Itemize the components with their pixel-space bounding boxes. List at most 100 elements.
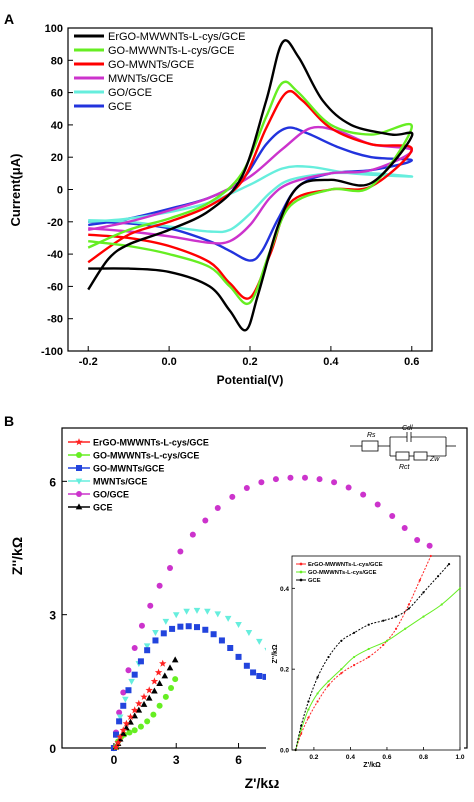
eis-series-go-mwnts-gce (110, 623, 274, 751)
inset-legend-marker (299, 562, 303, 566)
eis-data-point (172, 612, 180, 619)
inset-data-point (458, 587, 462, 590)
eis-data-point (131, 671, 138, 678)
eis-legend-marker (75, 478, 83, 485)
inset-data-point (429, 554, 432, 558)
cv-y-tick-label: -80 (47, 314, 63, 326)
eis-data-point (262, 673, 269, 680)
inset-data-point (382, 643, 385, 647)
eis-data-point (131, 645, 138, 651)
inset-legend-label: GCE (308, 578, 321, 584)
inset-series-lines (294, 554, 462, 752)
eis-data-point (202, 626, 209, 633)
eis-data-point (204, 608, 211, 615)
eis-data-point (302, 474, 308, 481)
eis-data-point (374, 501, 381, 508)
eis-series-ergo-mwwnts-l-cys-gce (112, 659, 167, 751)
cv-legend: ErGO-MWWNTs-L-cys/GCE GO-MWWNTs-L-cys/GCE… (74, 31, 245, 113)
eis-data-point (147, 602, 154, 609)
eis-data-point (258, 479, 265, 486)
cv-x-tick-label: 0.6 (404, 356, 419, 368)
inset-data-point (407, 603, 410, 606)
eis-x-tick-label: 6 (235, 753, 242, 767)
eis-legend-label: MWNTs/GCE (93, 477, 147, 487)
inset-data-point (367, 655, 370, 659)
eis-data-point (245, 630, 253, 637)
inset-legend-marker (299, 570, 303, 574)
eis-data-point (143, 643, 151, 650)
eis-data-point (122, 696, 129, 703)
eis-legend: ErGO-MWWNTs-L-cys/GCE GO-MWWNTs-L-cys/GCE… (68, 438, 209, 513)
eis-x-tick-label: 3 (173, 753, 180, 767)
inset-legend-marker (299, 578, 303, 582)
eis-data-point (256, 673, 263, 679)
circuit-label-cdl: Cdl (402, 425, 413, 432)
inset-data-point (440, 603, 443, 606)
inset-data-point (316, 700, 319, 703)
cv-y-tick-label: -40 (47, 249, 63, 261)
eis-legend-marker (76, 465, 82, 471)
eis-data-point (162, 693, 169, 700)
eis-data-point (131, 712, 138, 719)
cv-x-axis-label: Potential(V) (217, 373, 284, 387)
inset-data-point (307, 700, 310, 703)
eis-data-point (120, 689, 127, 696)
eis-legend-label: ErGO-MWWNTs-L-cys/GCE (93, 438, 209, 448)
eis-y-axis-label: Z''/kΩ (9, 537, 25, 575)
cv-line-ergo-mwwnts-l-cys-gce (87, 39, 414, 332)
eis-y-tick-label: 6 (49, 475, 56, 489)
eis-data-point (177, 623, 184, 630)
eis-data-point (224, 615, 232, 622)
eis-data-point (144, 647, 151, 654)
eis-legend-marker (76, 491, 82, 497)
inset-y-axis-label: Z''/kΩ (272, 644, 279, 663)
inset-data-point (340, 639, 343, 642)
eis-data-point (414, 537, 421, 543)
inset-data-point (307, 708, 310, 711)
eis-data-point (172, 676, 179, 683)
eis-data-point (243, 485, 250, 491)
eis-data-point (194, 624, 200, 631)
eis-data-point (218, 637, 225, 644)
inset-data-point (316, 692, 319, 695)
eis-y-tick-label: 3 (49, 609, 56, 623)
eis-y-tick-label: 0 (49, 742, 56, 756)
cv-y-tick-label: -20 (47, 217, 63, 229)
inset-data-point (422, 615, 425, 618)
inset-data-point (385, 639, 389, 642)
cv-x-tick-label: 0.4 (323, 356, 339, 368)
inset-data-point (404, 627, 407, 630)
cv-y-tick-label: 60 (51, 88, 63, 100)
eis-data-point (202, 517, 209, 524)
inset-axis-ticks: 0.2 0.4 0.6 0.8 1.0 0.0 0.2 0.4 (280, 586, 465, 761)
inset-data-point (340, 672, 343, 675)
eis-data-point (140, 693, 148, 700)
eis-data-point (168, 685, 175, 691)
cv-x-tick-label: -0.2 (79, 356, 98, 368)
eis-data-point (116, 709, 123, 716)
inset-y-tick-label: 0.2 (280, 667, 289, 674)
eis-data-point (116, 733, 124, 740)
inset-x-tick-label: 0.6 (382, 754, 391, 761)
inset-x-axis-label: Z'/kΩ (363, 762, 381, 769)
eis-data-point (360, 491, 367, 498)
eis-data-point (119, 730, 127, 737)
inset-line (295, 563, 450, 751)
panel-label-a: A (4, 11, 14, 27)
eis-data-point (112, 743, 120, 751)
eis-data-point (152, 630, 159, 637)
inset-legend-label: ErGO-MWWNTs-L-cys/GCE (308, 562, 383, 568)
eis-data-point (116, 714, 124, 721)
eis-data-point (185, 623, 192, 630)
eis-legend-marker (75, 503, 83, 510)
circuit-resistor-rct (395, 451, 410, 461)
eis-data-point (229, 493, 236, 500)
eis-data-point (272, 476, 279, 483)
inset-series-go-mwwnts-l-cys-gce (294, 587, 462, 752)
eis-data-point (345, 484, 352, 491)
inset-x-tick-label: 0.8 (419, 754, 428, 761)
circuit-resistor-rs (361, 440, 379, 452)
inset-data-point (447, 562, 451, 566)
inset-data-point (418, 579, 421, 582)
